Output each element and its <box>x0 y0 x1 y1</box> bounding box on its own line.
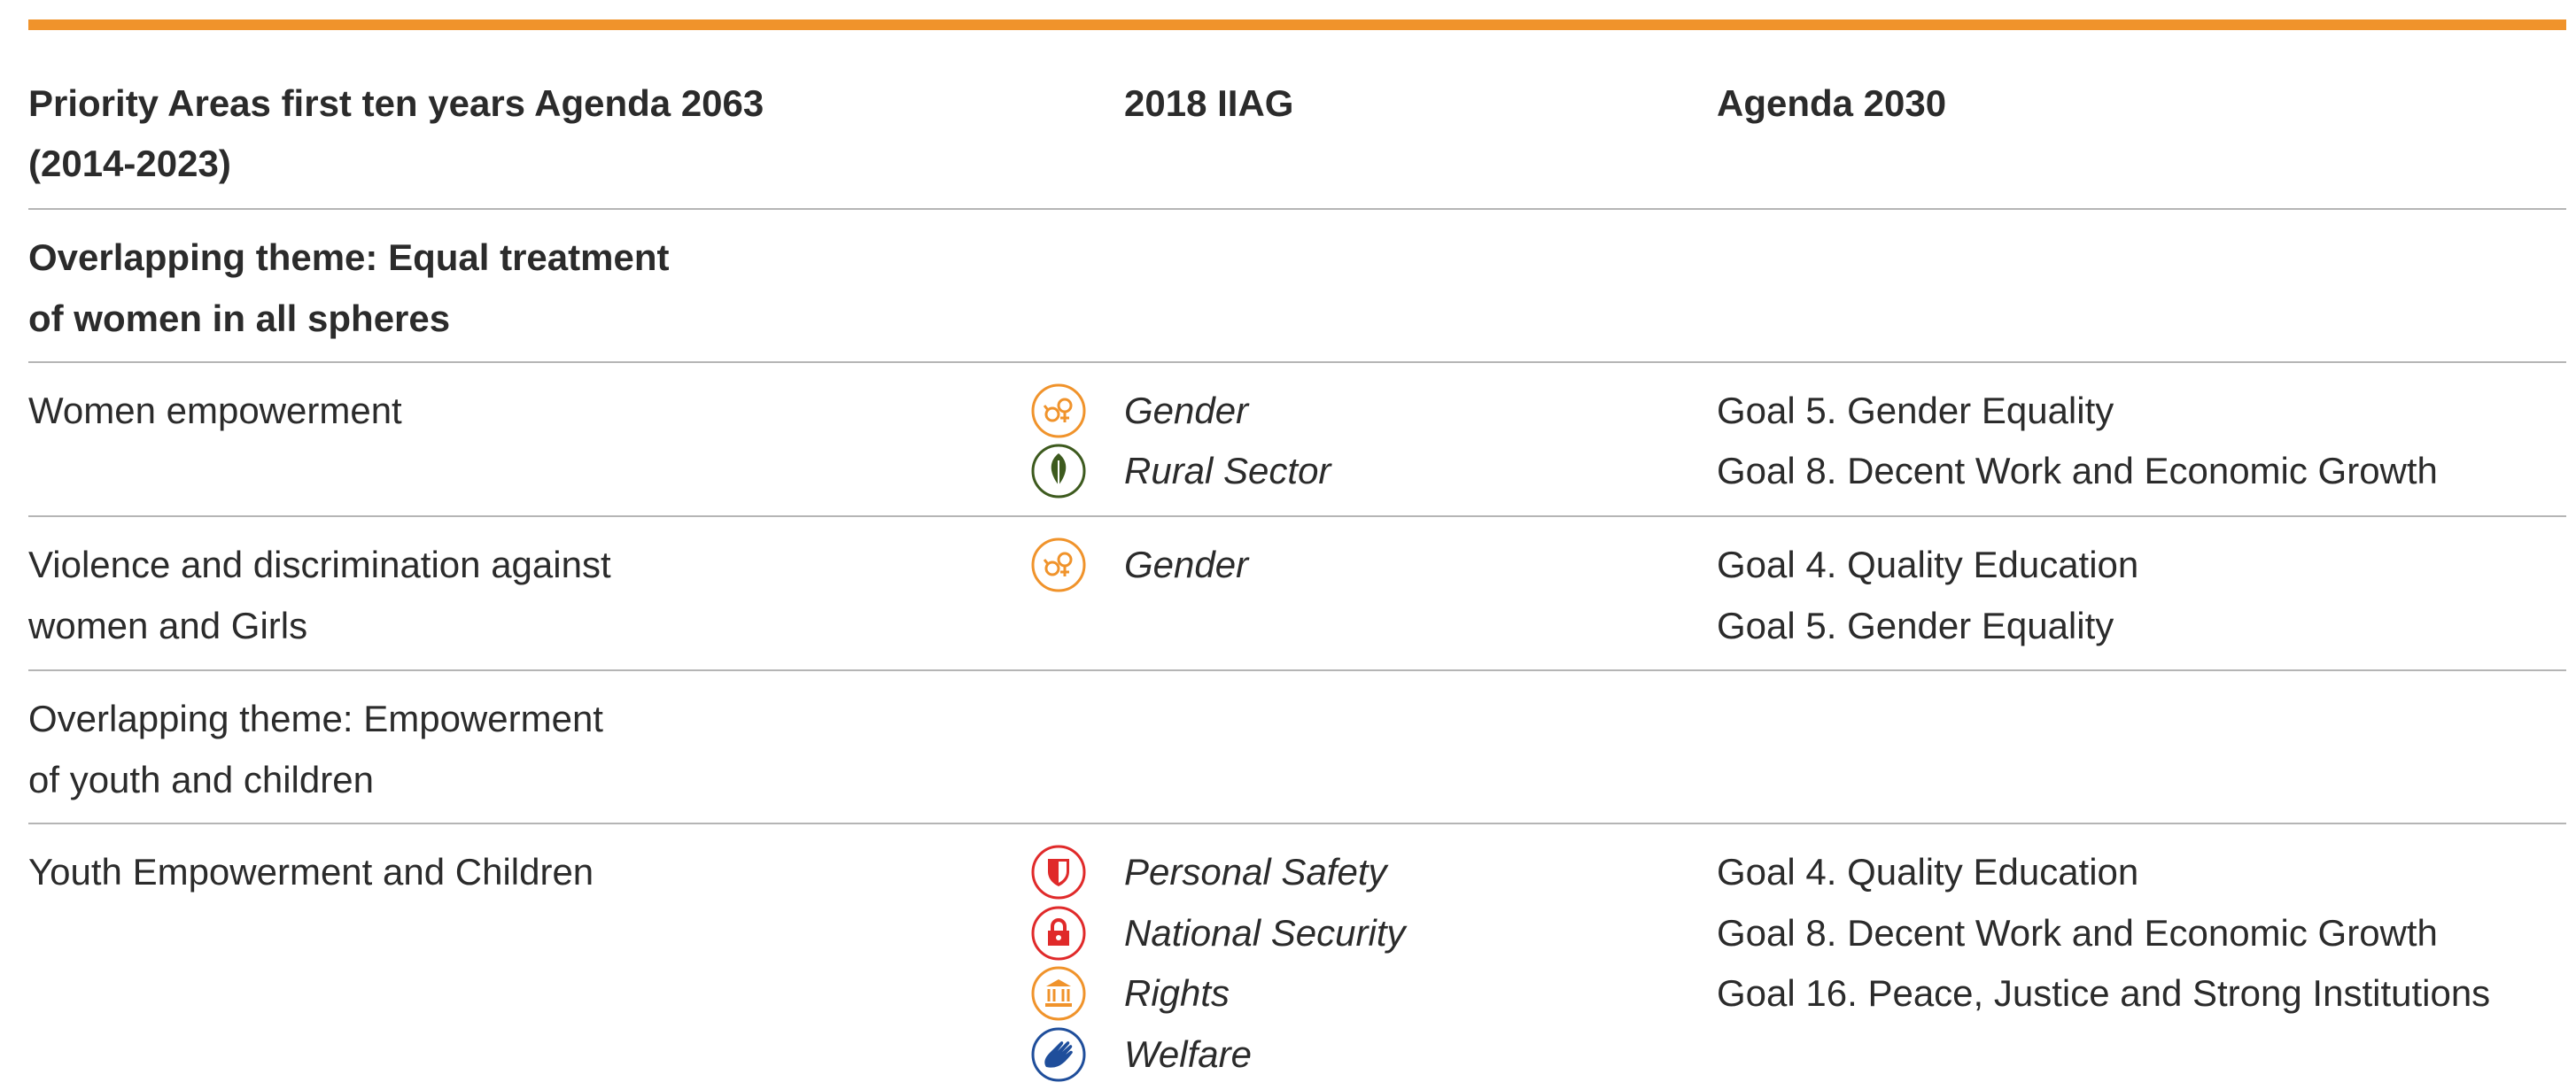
row-label: Women empowerment <box>28 390 402 431</box>
agenda-item: Goal 8. Decent Work and Economic Growth <box>1717 450 2438 491</box>
divider <box>28 823 2566 824</box>
iiag-item: Welfare <box>1124 1033 1252 1075</box>
gender-icon <box>1031 537 1086 592</box>
agenda-item: Goal 16. Peace, Justice and Strong Insti… <box>1717 972 2491 1014</box>
header-cell: 2018 IIAG <box>1124 82 1294 124</box>
welfare-icon <box>1031 1027 1086 1082</box>
iiag-item: Rights <box>1124 972 1230 1014</box>
iiag-item: Personal Safety <box>1124 851 1387 893</box>
theme-label: of women in all spheres <box>28 298 451 339</box>
agenda-item: Goal 4. Quality Education <box>1717 544 2139 585</box>
rights-icon <box>1031 966 1086 1021</box>
agenda-item: Goal 4. Quality Education <box>1717 851 2139 893</box>
divider <box>28 361 2566 363</box>
theme-label: Overlapping theme: Empowerment <box>28 698 603 739</box>
divider <box>28 515 2566 517</box>
iiag-item: National Security <box>1124 912 1406 954</box>
theme-label: of youth and children <box>28 759 374 800</box>
agenda-item: Goal 5. Gender Equality <box>1717 390 2114 431</box>
header-cell: Agenda 2030 <box>1717 82 1947 124</box>
divider <box>28 669 2566 671</box>
header-cell: (2014-2023) <box>28 143 231 184</box>
row-label: Youth Empowerment and Children <box>28 851 594 893</box>
row-label: women and Girls <box>28 605 308 646</box>
iiag-item: Gender <box>1124 390 1249 431</box>
gender-icon <box>1031 383 1086 438</box>
safety-icon <box>1031 845 1086 900</box>
iiag-item: Gender <box>1124 544 1249 585</box>
rural-icon <box>1031 444 1086 499</box>
security-icon <box>1031 906 1086 961</box>
header-cell: Priority Areas first ten years Agenda 20… <box>28 82 764 124</box>
top-bar <box>28 19 2566 30</box>
agenda-item: Goal 8. Decent Work and Economic Growth <box>1717 912 2438 954</box>
iiag-item: Rural Sector <box>1124 450 1331 491</box>
row-label: Violence and discrimination against <box>28 544 611 585</box>
theme-label: Overlapping theme: Equal treatment <box>28 236 670 278</box>
divider <box>28 208 2566 210</box>
agenda-item: Goal 5. Gender Equality <box>1717 605 2114 646</box>
